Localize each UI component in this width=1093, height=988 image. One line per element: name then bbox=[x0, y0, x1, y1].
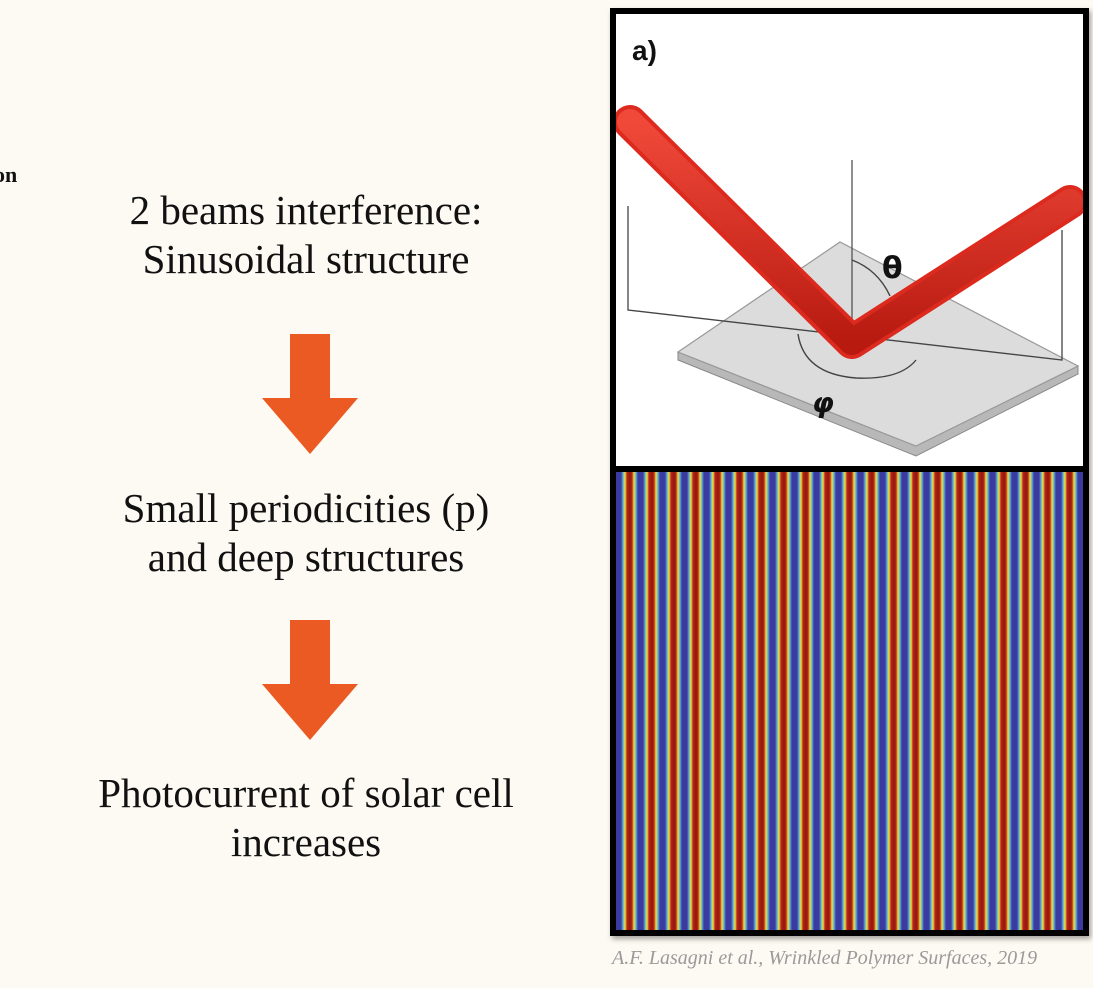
step-line: Small periodicities (p) bbox=[122, 485, 490, 531]
laser-beams-highlight bbox=[617, 109, 1083, 355]
panel-label: a) bbox=[632, 35, 657, 66]
step-line: 2 beams interference: bbox=[129, 187, 483, 233]
down-arrow-icon bbox=[262, 334, 358, 454]
phi-label: φ bbox=[812, 386, 834, 419]
step-line: increases bbox=[230, 819, 382, 865]
citation: A.F. Lasagni et al., Wrinkled Polymer Su… bbox=[612, 947, 1038, 969]
theta-angle-arc bbox=[851, 259, 891, 297]
theta-label: θ bbox=[882, 251, 903, 286]
step-line: Sinusoidal structure bbox=[142, 236, 470, 282]
phi-angle-arc bbox=[797, 333, 917, 379]
down-arrow-shape bbox=[262, 334, 358, 454]
interference-fringe-pattern bbox=[616, 472, 1083, 930]
step-photocurrent-text: Photocurrent of solar cell increases bbox=[0, 769, 612, 867]
step-periodicity-text: Small periodicities (p) and deep structu… bbox=[0, 484, 612, 582]
left-edge-text-fragment: on bbox=[0, 162, 18, 187]
panel-divider bbox=[616, 466, 1083, 472]
figure-frame: a) θ φ bbox=[610, 8, 1089, 936]
beam-geometry-illustration: a) θ φ bbox=[616, 35, 1083, 457]
step-line: and deep structures bbox=[147, 534, 465, 580]
step-interference-text: 2 beams interference: Sinusoidal structu… bbox=[0, 186, 612, 284]
down-arrow-shape bbox=[262, 620, 358, 740]
beam-geometry-panel: a) θ φ bbox=[616, 14, 1083, 466]
step-line: Photocurrent of solar cell bbox=[98, 770, 514, 816]
down-arrow-icon bbox=[262, 620, 358, 740]
